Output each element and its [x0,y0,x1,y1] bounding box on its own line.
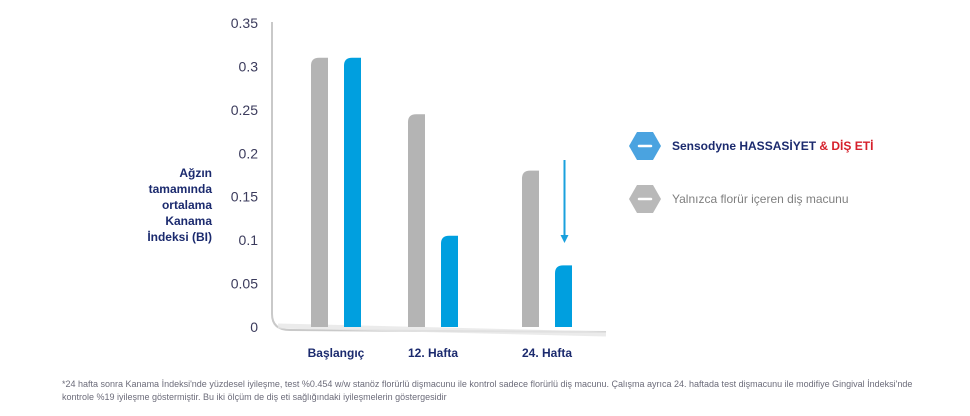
legend-hexagon-icon [629,132,661,160]
bars [311,57,572,327]
bar [522,170,539,327]
x-tick-label: Başlangıç [308,346,365,360]
bar [555,265,572,327]
y-tick-label: 0.25 [231,102,258,118]
footnote: *24 hafta sonra Kanama İndeksi'nde yüzde… [62,378,942,404]
footnote-line: *24 hafta sonra Kanama İndeksi'nde yüzde… [62,379,913,389]
y-axis-title-line: ortalama [161,198,212,212]
decrease-arrow [560,160,569,243]
x-tick-label: 12. Hafta [408,346,458,360]
y-axis-title-line: Ağzın [179,166,212,180]
y-axis-title-line: tamamında [148,182,212,196]
x-tick-label: 24. Hafta [522,346,572,360]
legend-label: Yalnızca florür içeren diş macunu [672,192,849,206]
bar [344,57,361,327]
x-axis-labels: Başlangıç 12. Hafta 24. Hafta [308,346,573,360]
legend-item-sensodyne: Sensodyne HASSASİYET & DİŞ ETİ [628,131,873,161]
bar [441,235,458,327]
y-tick-label: 0.15 [231,189,258,205]
bar [311,57,328,327]
y-axis-title-line: İndeksi (BI) [147,230,212,244]
y-tick-label: 0.1 [239,232,259,248]
legend-item-fluoride: Yalnızca florür içeren diş macunu [628,184,849,214]
legend-label-accent: & DİŞ ETİ [819,139,874,153]
chart-axis [271,22,607,333]
legend-hexagon-icon [629,185,661,213]
y-axis-title: Ağzın tamamında ortalama Kanama İndeksi … [112,165,212,245]
legend-label: Sensodyne HASSASİYET [672,139,817,153]
footnote-line: kontrole %19 iyileşme göstermiştir. Bu i… [62,392,447,402]
y-tick-label: 0.35 [231,15,258,31]
y-tick-label: 0.3 [239,58,259,74]
bar [408,114,425,327]
y-axis-title-line: Kanama [165,214,212,228]
chart-axis-shadow [277,323,607,337]
y-tick-label: 0.2 [239,145,259,161]
y-axis-ticks: 0 0.05 0.1 0.15 0.2 0.25 0.3 0.35 [231,15,258,335]
y-tick-label: 0.05 [231,276,258,292]
arrow-head [560,235,569,243]
y-tick-label: 0 [250,319,258,335]
